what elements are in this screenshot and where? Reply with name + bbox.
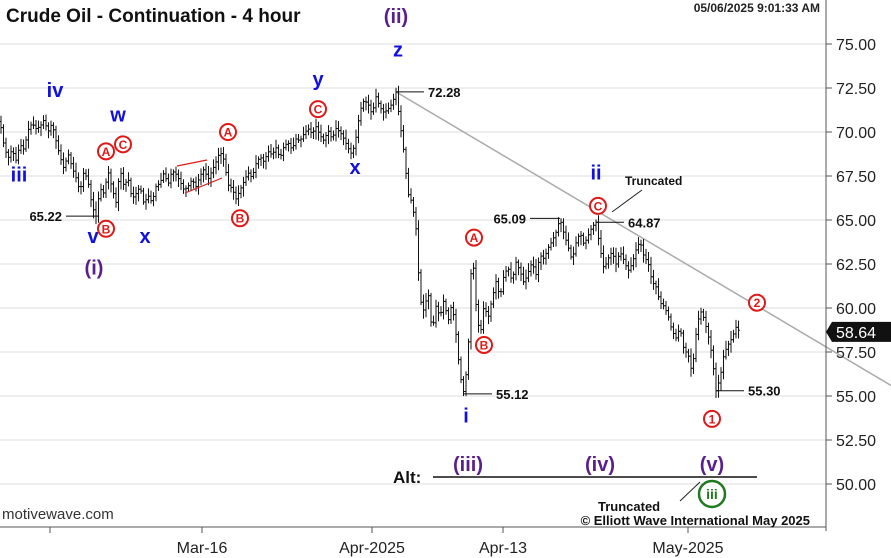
wave-circle-label: C: [594, 199, 603, 213]
x-tick-label: May-2025: [652, 540, 723, 557]
wave-circle-label: B: [480, 338, 489, 352]
alt-label: Alt:: [393, 468, 421, 487]
truncated-pointer: [679, 481, 701, 502]
alt-circle-label: iii: [706, 486, 718, 502]
wave-circle-marker: [309, 100, 327, 119]
y-tick-label: 57.50: [836, 345, 876, 362]
timestamp: 05/06/2025 9:01:33 AM: [694, 1, 820, 15]
truncated-label-bottom: Truncated: [598, 499, 660, 514]
wave-label-minor: w: [109, 104, 126, 126]
wave-label-minor: iv: [47, 80, 65, 102]
price-bars: [0, 85, 740, 398]
wave-label-minor: ii: [590, 163, 601, 185]
wave-label-intermediate: (ii): [384, 6, 408, 28]
alt-wave-label: (iii): [453, 454, 483, 476]
wave-label-minor: y: [312, 69, 324, 91]
wave-circle-label: A: [224, 126, 233, 140]
pivot-value: 65.22: [29, 209, 62, 224]
copyright: © Elliott Wave International May 2025: [581, 513, 810, 528]
resistance-trendline: [395, 91, 891, 387]
wave-circle-marker: [475, 335, 493, 354]
wave-circle-label: B: [236, 212, 245, 226]
price-axis: 75.00 72.50 70.00 67.50 65.00 62.50 60.00 57.50…: [825, 0, 891, 531]
last-price-box: [826, 321, 891, 342]
wave-circle-label: 2: [754, 296, 761, 310]
wave-label-minor: iii: [11, 164, 28, 186]
x-tick-label: Apr-2025: [339, 540, 405, 557]
wave-circle-label: B: [102, 222, 111, 236]
wave-circle-marker: [97, 142, 115, 161]
x-tick-label: Apr-13: [479, 540, 527, 557]
wave-circle-marker: [97, 219, 115, 238]
y-tick-label: 70.00: [836, 125, 876, 142]
wave-circle-label: A: [102, 145, 111, 159]
y-tick-label: 62.50: [836, 257, 876, 274]
price-grid: [0, 43, 826, 485]
last-price-label: 58.64: [836, 325, 876, 342]
chart-title: Crude Oil - Continuation - 4 hour: [6, 6, 301, 27]
pivot-value: 55.12: [496, 387, 529, 402]
alt-count: Alt: (iii) (iv) (v) iii Truncated: [393, 454, 757, 514]
wave-label-minor: x: [139, 226, 150, 248]
pivot-labels: 65.22 72.28 55.12 65.09 64.87 55.30: [29, 85, 780, 402]
wave-circle-marker: [231, 209, 249, 228]
trendline: [395, 91, 891, 387]
wave-circle-marker: [703, 409, 721, 428]
x-tick-label: Mar-16: [177, 540, 228, 557]
wave-circle-label: C: [119, 138, 128, 152]
wave-label-intermediate: (i): [85, 258, 104, 280]
y-tick-label: 55.00: [836, 389, 876, 406]
flat-correction-lines: [176, 159, 223, 194]
y-tick-label: 50.00: [836, 477, 876, 494]
y-tick-label: 72.50: [836, 81, 876, 98]
y-tick-label: 75.00: [836, 37, 876, 54]
wave-circle-marker: [748, 293, 766, 312]
alt-circle-marker: [697, 479, 727, 509]
wave-label-minor: x: [349, 157, 360, 179]
wave-circle-marker: [114, 135, 132, 154]
wave-circle-marker: [465, 228, 483, 247]
wave-label-minor: v: [87, 226, 99, 248]
pivot-value: 64.87: [628, 215, 661, 230]
y-tick-label: 52.50: [836, 433, 876, 450]
time-axis: Mar-16 Apr-2025 Apr-13 May-2025: [0, 526, 826, 557]
watermark: motivewave.com: [2, 506, 114, 523]
truncated-label-top: Truncated: [625, 174, 682, 188]
alt-wave-label: (iv): [585, 454, 615, 476]
pivot-value: 72.28: [428, 85, 461, 100]
wave-circle-label: 1: [709, 412, 716, 426]
wave-circle-label: A: [470, 231, 479, 245]
alt-wave-label: (v): [700, 454, 724, 476]
wave-circle-label: C: [314, 103, 323, 117]
wave-circle-marker: [589, 196, 607, 215]
wave-label-minor: i: [463, 405, 469, 427]
pivot-value: 65.09: [493, 211, 526, 226]
wave-circle-marker: [219, 123, 237, 141]
wave-label-minor: z: [393, 39, 403, 61]
y-tick-label: 65.00: [836, 213, 876, 230]
y-tick-label: 67.50: [836, 169, 876, 186]
pivot-value: 55.30: [748, 384, 781, 399]
y-tick-label: 60.00: [836, 301, 876, 318]
